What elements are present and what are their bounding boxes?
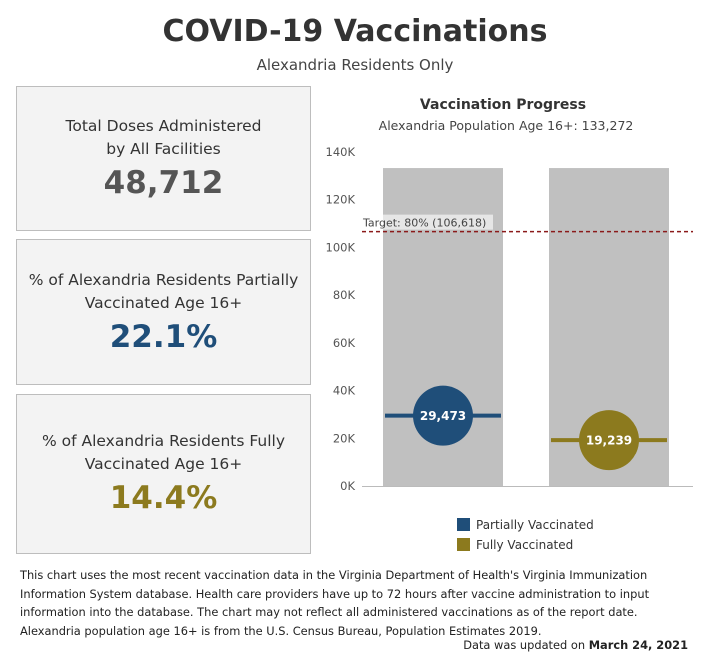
footnote-line: Information System database. Health care… bbox=[20, 586, 650, 601]
y-tick-label: 0K bbox=[340, 479, 355, 493]
card-label-line1: % of Alexandria Residents Fully bbox=[41, 432, 286, 450]
partially-vaccinated-card: % of Alexandria Residents Partially Vacc… bbox=[16, 239, 311, 385]
y-tick-label: 20K bbox=[333, 431, 356, 445]
footnote-line: This chart uses the most recent vaccinat… bbox=[20, 568, 648, 582]
card-label-line2: Vaccinated Age 16+ bbox=[84, 455, 243, 473]
card-label-line1: Total Doses Administered bbox=[65, 117, 262, 135]
legend-label: Partially Vaccinated bbox=[476, 518, 594, 532]
y-tick-label: 120K bbox=[326, 193, 356, 207]
y-tick-label: 40K bbox=[333, 384, 356, 398]
fully-vaccinated-card: % of Alexandria Residents Fully Vaccinat… bbox=[16, 394, 311, 554]
updated-prefix: Data was updated on bbox=[463, 638, 586, 652]
y-tick-label: 80K bbox=[333, 288, 356, 302]
y-tick-label: 140K bbox=[326, 145, 356, 159]
legend-swatch bbox=[457, 518, 470, 531]
target-label-bg bbox=[359, 214, 493, 230]
legend-label: Fully Vaccinated bbox=[476, 538, 573, 552]
footnote: This chart uses the most recent vaccinat… bbox=[20, 566, 700, 640]
target-label: Target: 80% (106,618) bbox=[362, 217, 486, 230]
chart-subtitle: Alexandria Population Age 16+: 133,272 bbox=[379, 118, 634, 133]
footnote-line: information into the database. The chart… bbox=[20, 605, 638, 619]
value-marker bbox=[579, 410, 639, 471]
updated-date: March 24, 2021 bbox=[588, 638, 688, 652]
footnote-line: Alexandria population age 16+ is from th… bbox=[20, 623, 542, 638]
value-marker bbox=[413, 385, 473, 446]
fully-vaccinated-value: 14.4% bbox=[109, 480, 218, 516]
y-tick-label: 100K bbox=[326, 240, 356, 254]
page-subtitle: Alexandria Residents Only bbox=[256, 56, 454, 74]
value-label: 19,239 bbox=[586, 434, 632, 448]
total-doses-value: 48,712 bbox=[103, 165, 224, 201]
value-label: 29,473 bbox=[420, 409, 466, 423]
page-title: COVID-19 Vaccinations bbox=[162, 14, 548, 49]
card-label-line2: Vaccinated Age 16+ bbox=[84, 294, 243, 312]
card-label-line1: % of Alexandria Residents Partially bbox=[28, 271, 299, 289]
chart-title: Vaccination Progress bbox=[420, 97, 586, 113]
y-tick-label: 60K bbox=[333, 336, 356, 350]
legend-swatch bbox=[457, 538, 470, 551]
partially-vaccinated-value: 22.1% bbox=[109, 319, 218, 355]
total-doses-card: Total Doses Administered by All Faciliti… bbox=[16, 86, 311, 231]
card-label-line2: by All Facilities bbox=[106, 140, 221, 158]
last-updated: Data was updated on March 24, 2021 bbox=[463, 638, 688, 652]
